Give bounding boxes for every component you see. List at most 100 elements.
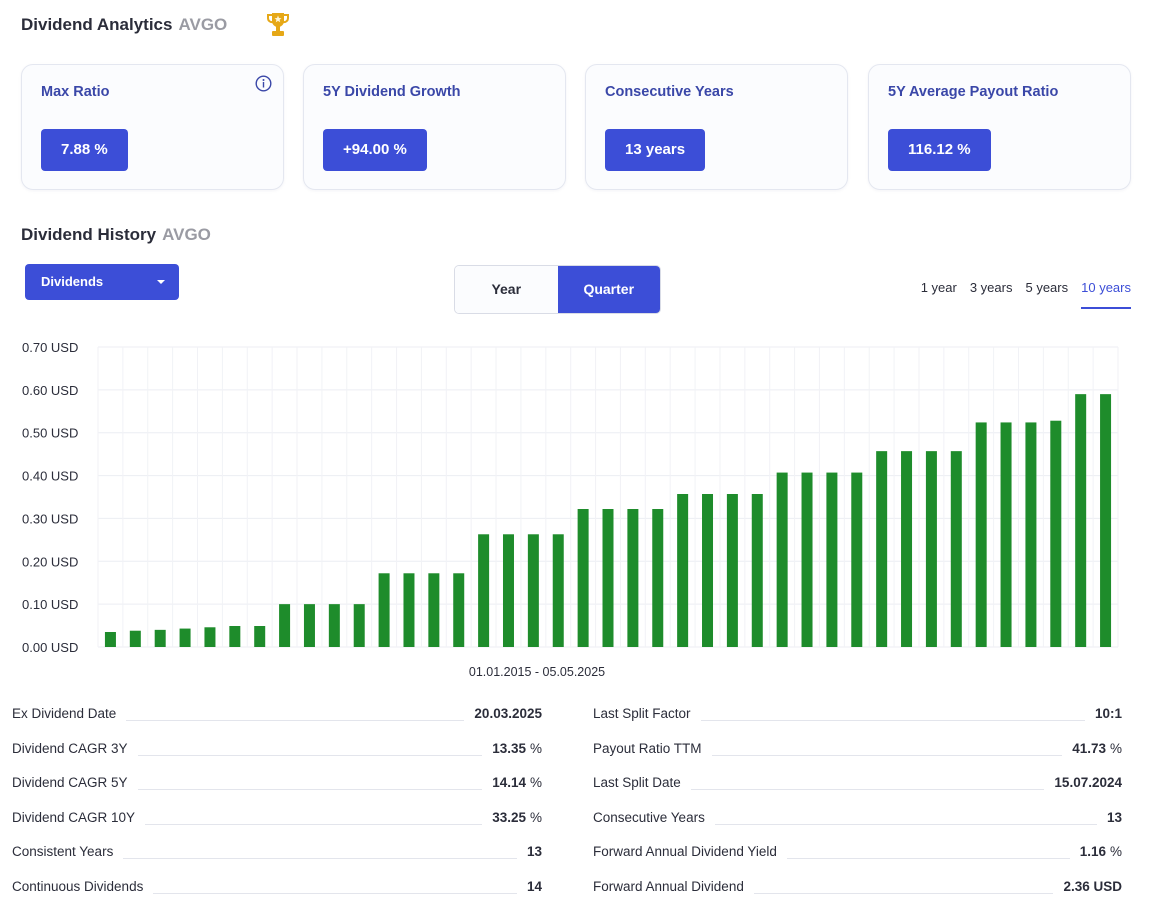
toggle-quarter-button[interactable]: Quarter xyxy=(557,266,660,313)
dividend-bar[interactable] xyxy=(925,451,937,647)
dividend-bar[interactable] xyxy=(552,534,564,647)
stat-label: Last Split Date xyxy=(593,775,681,791)
range-selector: 1 year 3 years 5 years 10 years xyxy=(921,280,1131,309)
dividend-bar[interactable] xyxy=(1050,420,1062,647)
dividend-bar[interactable] xyxy=(826,472,838,647)
card-label: 5Y Average Payout Ratio xyxy=(888,84,1059,100)
dividend-bar[interactable] xyxy=(975,422,987,647)
card-value: 13 years xyxy=(605,129,706,171)
stat-value: 41.73% xyxy=(1072,735,1122,756)
dividend-bar[interactable] xyxy=(851,472,863,647)
card-5y-dividend-growth: 5Y Dividend Growth +94.00 % xyxy=(303,64,566,190)
dividend-bar[interactable] xyxy=(627,509,639,647)
period-toggle: Year Quarter xyxy=(454,265,661,314)
stat-leader xyxy=(145,804,483,825)
metric-cards: Max Ratio 7.88 % 5Y Dividend Growth +94.… xyxy=(21,64,1131,190)
dividend-bar[interactable] xyxy=(254,626,266,647)
dividend-bar[interactable] xyxy=(1100,394,1112,647)
stat-row: Forward Annual Dividend 2.36 USD xyxy=(593,873,1122,908)
y-tick-label: 0.20 USD xyxy=(22,554,78,569)
dividend-chart: 0.00 USD 0.10 USD 0.20 USD 0.30 USD 0.40 USD… xyxy=(22,340,1119,679)
stat-value-unit: % xyxy=(529,809,542,825)
range-10-years[interactable]: 10 years xyxy=(1081,280,1131,309)
stat-row: Dividend CAGR 10Y 33.25% xyxy=(12,804,542,839)
stat-leader xyxy=(123,838,517,860)
stat-leader xyxy=(126,700,465,721)
dividend-bar[interactable] xyxy=(577,509,589,647)
x-axis-label: 01.01.2015 - 05.05.2025 xyxy=(469,665,605,679)
card-value: 116.12 % xyxy=(888,129,991,171)
y-tick-label: 0.10 USD xyxy=(22,597,78,612)
dividend-bar[interactable] xyxy=(876,451,888,647)
card-label: Max Ratio xyxy=(41,84,110,100)
dividend-bar[interactable] xyxy=(677,494,689,647)
dividend-bar[interactable] xyxy=(776,472,788,647)
stat-value: 13.35% xyxy=(492,735,542,756)
dividend-bar[interactable] xyxy=(403,573,415,647)
dividend-bar[interactable] xyxy=(652,509,664,647)
stat-value: 33.25% xyxy=(492,804,542,825)
dividend-bar[interactable] xyxy=(179,628,191,647)
history-title: Dividend History AVGO xyxy=(21,225,211,245)
y-tick-label: 0.70 USD xyxy=(22,340,78,355)
stat-label: Forward Annual Dividend Yield xyxy=(593,844,777,860)
range-5-years[interactable]: 5 years xyxy=(1025,280,1069,295)
dividend-bar[interactable] xyxy=(726,494,738,647)
card-label: Consecutive Years xyxy=(605,84,734,100)
stat-row: Dividend CAGR 3Y 13.35% xyxy=(12,735,542,770)
dividend-bar[interactable] xyxy=(751,494,763,647)
dividend-bar[interactable] xyxy=(353,604,365,647)
stat-value-number: 13.35 xyxy=(492,740,526,756)
dividend-bar[interactable] xyxy=(702,494,714,647)
stat-leader xyxy=(753,873,1054,894)
dividend-bar[interactable] xyxy=(154,629,166,647)
y-tick-label: 0.00 USD xyxy=(22,640,78,655)
history-title-ticker: AVGO xyxy=(162,225,211,244)
dividend-bar[interactable] xyxy=(1075,394,1087,647)
dividend-bar[interactable] xyxy=(502,534,514,647)
stat-label: Dividend CAGR 10Y xyxy=(12,809,136,825)
dividend-bar[interactable] xyxy=(378,573,390,647)
dividend-bar[interactable] xyxy=(229,626,241,647)
stat-leader xyxy=(700,700,1085,721)
dividend-bar[interactable] xyxy=(901,451,913,647)
metric-dropdown-label: Dividends xyxy=(41,274,104,289)
dividend-bar[interactable] xyxy=(328,604,340,647)
dividend-bar[interactable] xyxy=(801,472,813,647)
y-tick-label: 0.60 USD xyxy=(22,383,78,398)
range-3-years[interactable]: 3 years xyxy=(969,280,1013,295)
dividend-bar[interactable] xyxy=(303,604,315,647)
dividend-bar[interactable] xyxy=(453,573,465,647)
dividend-bar[interactable] xyxy=(104,632,116,647)
stat-label: Consecutive Years xyxy=(593,809,705,825)
info-icon[interactable] xyxy=(255,75,272,92)
dividend-bar[interactable] xyxy=(428,573,440,647)
stat-value-number: 14.14 xyxy=(492,775,526,791)
dividend-bar[interactable] xyxy=(129,630,141,647)
page-title: Dividend Analytics AVGO xyxy=(21,15,227,35)
stat-leader xyxy=(137,735,483,756)
trophy-icon xyxy=(267,13,289,36)
card-value: 7.88 % xyxy=(41,129,128,171)
dividend-bar[interactable] xyxy=(204,627,216,647)
stat-value-number: 10:1 xyxy=(1094,706,1122,721)
dividend-bar[interactable] xyxy=(1000,422,1012,647)
stat-value-number: 13 xyxy=(526,844,542,860)
dividend-bar[interactable] xyxy=(1025,422,1037,647)
dividend-bar[interactable] xyxy=(602,509,614,647)
metric-dropdown[interactable]: Dividends xyxy=(25,264,179,300)
dividend-bar[interactable] xyxy=(279,604,291,647)
page-title-ticker: AVGO xyxy=(178,15,228,34)
card-max-ratio: Max Ratio 7.88 % xyxy=(21,64,284,190)
range-1-year[interactable]: 1 year xyxy=(920,280,957,295)
caret-down-icon xyxy=(157,280,165,284)
toggle-year-button[interactable]: Year xyxy=(455,266,558,313)
stat-value: 10:1 xyxy=(1095,700,1122,721)
dividend-bar[interactable] xyxy=(950,451,962,647)
stat-label: Dividend CAGR 5Y xyxy=(12,775,128,791)
card-label: 5Y Dividend Growth xyxy=(323,84,461,100)
dividend-bar[interactable] xyxy=(527,534,539,647)
stat-leader xyxy=(711,735,1063,756)
dividend-bar[interactable] xyxy=(478,534,490,647)
stat-leader xyxy=(153,873,517,894)
